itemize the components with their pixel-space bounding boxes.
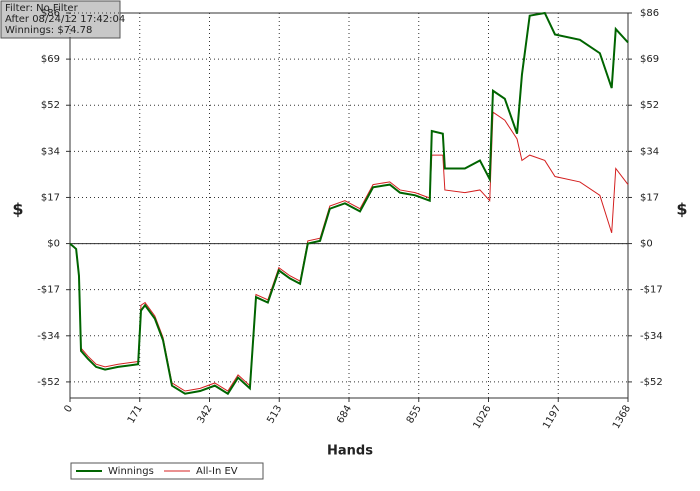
- legend-label: All-In EV: [196, 466, 238, 477]
- info-line: Winnings: $74.78: [5, 25, 92, 36]
- y2-tick-label: $0: [640, 239, 653, 250]
- y-tick-label: $0: [47, 239, 60, 250]
- y2-tick-label: $34: [640, 146, 659, 157]
- y-tick-label: -$17: [37, 285, 60, 296]
- y-axis-label: $: [12, 200, 23, 219]
- info-box: [0, 0, 121, 39]
- info-line: After 08/24/12 17:42:04: [5, 14, 125, 25]
- x-tick-label: 0: [62, 404, 75, 415]
- y2-tick-label: $69: [640, 54, 659, 65]
- y2-axis-label: $: [676, 200, 687, 219]
- y-tick-label: $69: [41, 54, 60, 65]
- y2-tick-label: $86: [640, 8, 659, 19]
- y2-tick-label: $52: [640, 100, 659, 111]
- y2-tick-label: -$17: [640, 285, 663, 296]
- y-tick-label: -$34: [37, 331, 60, 342]
- y-tick-label: $86: [41, 8, 60, 19]
- y-tick-label: $17: [41, 192, 60, 203]
- y-tick-label: -$52: [37, 377, 60, 388]
- legend-label: Winnings: [108, 466, 154, 477]
- x-axis-label: Hands: [327, 444, 373, 459]
- y-tick-label: $34: [41, 146, 60, 157]
- y2-tick-label: -$52: [640, 377, 663, 388]
- series-line: [69, 11, 629, 396]
- y-tick-label: $52: [41, 100, 60, 111]
- y2-tick-label: -$34: [640, 331, 663, 342]
- y2-tick-label: $17: [640, 192, 659, 203]
- info-line: Filter: No Filter: [5, 3, 79, 14]
